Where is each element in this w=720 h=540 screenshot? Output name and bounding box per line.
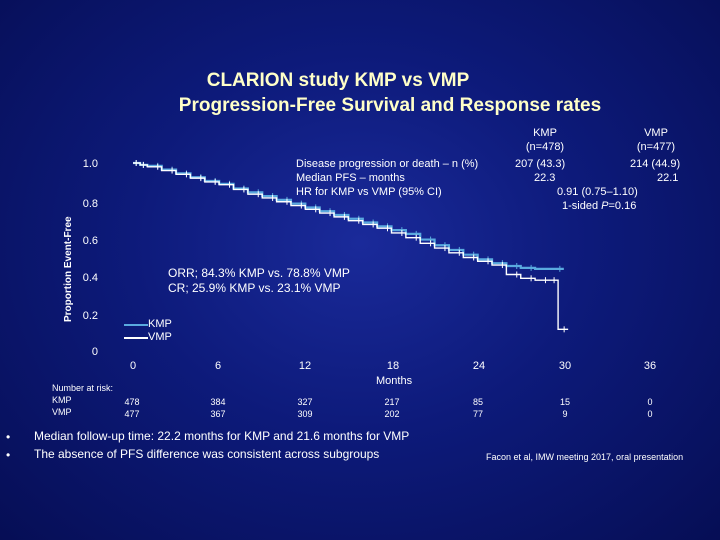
x-tick-label: 24 <box>472 360 486 372</box>
risk-vmp-value: 367 <box>210 409 226 419</box>
kmp-events-value: 207 (43.3) <box>515 158 566 170</box>
y-tick-label: 0.8 <box>82 198 98 210</box>
legend-vmp-label: VMP <box>148 331 172 343</box>
series-line-vmp <box>133 162 569 331</box>
title-line-2: Progression-Free Survival and Response r… <box>178 95 602 116</box>
risk-vmp-value: 9 <box>562 409 568 419</box>
risk-kmp-value: 327 <box>297 397 313 407</box>
hr-value: 0.91 (0.75–1.10) <box>557 186 638 198</box>
x-tick-label: 12 <box>298 360 312 372</box>
citation: Facon et al, IMW meeting 2017, oral pres… <box>486 452 684 462</box>
risk-kmp-value: 0 <box>647 397 653 407</box>
row-events-label: Disease progression or death – n (%) <box>296 158 479 170</box>
risk-vmp-value: 0 <box>647 409 653 419</box>
p-value: 1-sided P=0.16 <box>562 200 637 212</box>
risk-kmp-value: 384 <box>210 397 226 407</box>
risk-kmp-value: 85 <box>472 397 483 407</box>
risk-kmp-value: 478 <box>124 397 140 407</box>
vmp-column-header: VMP (n=477) <box>636 127 676 153</box>
vmp-median-value: 22.1 <box>657 172 679 184</box>
legend-kmp-swatch <box>124 324 148 326</box>
y-tick-label: 0.6 <box>82 235 98 247</box>
risk-kmp-value: 217 <box>384 397 400 407</box>
bullet-subgroups: The absence of PFS difference was consis… <box>34 447 380 461</box>
risk-kmp-value: 15 <box>559 397 570 407</box>
vmp-events-value: 214 (44.9) <box>630 158 681 170</box>
risk-vmp-value: 77 <box>472 409 483 419</box>
bullet-followup: Median follow-up time: 22.2 months for K… <box>34 429 410 443</box>
y-tick-label: 0 <box>91 346 98 358</box>
x-axis-label: Months <box>376 375 413 387</box>
series-line-kmp <box>133 161 564 270</box>
y-tick-label: 0.2 <box>82 310 98 322</box>
row-hr-label: HR for KMP vs VMP (95% CI) <box>296 186 442 198</box>
risk-vmp-value: 309 <box>297 409 313 419</box>
x-tick-label: 18 <box>386 360 400 372</box>
risk-vmp-label: VMP <box>52 407 72 417</box>
cr-text: CR; 25.9% KMP vs. 23.1% VMP <box>168 281 341 295</box>
y-tick-label: 1.0 <box>82 158 98 170</box>
title-line-1: CLARION study KMP vs VMP <box>206 70 470 91</box>
kmp-median-value: 22.3 <box>534 172 556 184</box>
x-tick-label: 6 <box>214 360 222 372</box>
legend-kmp-label: KMP <box>148 318 172 330</box>
x-tick-label: 36 <box>643 360 657 372</box>
response-rates-annotation: ORR; 84.3% KMP vs. 78.8% VMP CR; 25.9% K… <box>168 266 350 296</box>
x-tick-label: 30 <box>558 360 572 372</box>
risk-kmp-label: KMP <box>52 395 72 405</box>
risk-title: Number at risk: <box>52 383 114 393</box>
kmp-column-header: KMP (n=478) <box>525 127 565 153</box>
risk-vmp-value: 202 <box>384 409 400 419</box>
y-tick-label: 0.4 <box>82 272 98 284</box>
bullet-symbol: • <box>6 430 11 444</box>
orr-text: ORR; 84.3% KMP vs. 78.8% VMP <box>168 266 350 280</box>
row-median-label: Median PFS – months <box>296 172 405 184</box>
risk-vmp-value: 477 <box>124 409 140 419</box>
bullet-symbol: • <box>6 448 11 462</box>
x-tick-label: 0 <box>129 360 137 372</box>
legend-vmp-swatch <box>124 337 148 339</box>
